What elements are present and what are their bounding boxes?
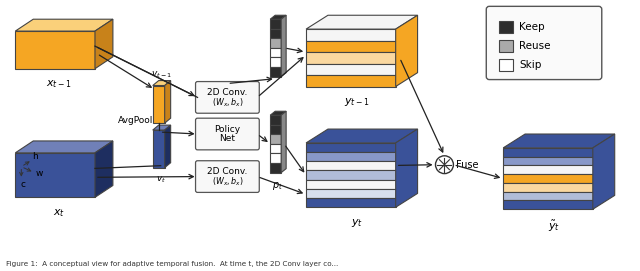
Polygon shape (95, 19, 113, 69)
Text: Reuse: Reuse (519, 41, 550, 51)
Bar (499, 59, 513, 71)
FancyBboxPatch shape (486, 6, 602, 80)
Polygon shape (306, 170, 396, 180)
Polygon shape (164, 80, 171, 123)
Polygon shape (15, 19, 113, 31)
Polygon shape (306, 52, 396, 63)
Polygon shape (270, 57, 281, 67)
Polygon shape (270, 48, 281, 57)
Polygon shape (270, 153, 281, 163)
Polygon shape (270, 15, 286, 19)
Circle shape (435, 156, 453, 174)
Text: $v_t$: $v_t$ (156, 175, 166, 185)
Text: $v_{t-1}$: $v_{t-1}$ (151, 69, 172, 80)
Polygon shape (281, 111, 286, 173)
Polygon shape (270, 163, 281, 173)
Polygon shape (306, 15, 417, 29)
Polygon shape (306, 161, 396, 170)
Bar (499, 40, 513, 52)
Text: Fuse: Fuse (456, 160, 479, 170)
Bar (499, 21, 513, 33)
Text: $(W_x, b_x)$: $(W_x, b_x)$ (212, 96, 243, 109)
Polygon shape (15, 141, 113, 153)
Polygon shape (153, 80, 171, 86)
Text: 2D Conv.: 2D Conv. (207, 88, 248, 97)
FancyBboxPatch shape (196, 118, 259, 150)
Polygon shape (164, 125, 171, 168)
Polygon shape (306, 180, 396, 189)
Text: Keep: Keep (519, 22, 545, 32)
FancyBboxPatch shape (196, 161, 259, 192)
Polygon shape (306, 129, 417, 143)
Text: $(W_x, b_x)$: $(W_x, b_x)$ (212, 175, 243, 188)
FancyBboxPatch shape (196, 82, 259, 113)
Text: Net: Net (220, 134, 236, 143)
Text: h: h (33, 152, 38, 161)
Polygon shape (270, 144, 281, 153)
Polygon shape (306, 143, 396, 152)
Polygon shape (306, 63, 396, 75)
Polygon shape (270, 38, 281, 48)
Polygon shape (270, 19, 281, 29)
Polygon shape (270, 125, 281, 134)
Text: $y_t$: $y_t$ (351, 217, 363, 229)
Polygon shape (503, 134, 614, 148)
Text: 2D Conv.: 2D Conv. (207, 167, 248, 176)
Polygon shape (153, 130, 164, 168)
Text: $p_t$: $p_t$ (272, 180, 284, 192)
Text: c: c (20, 180, 26, 189)
Polygon shape (306, 198, 396, 207)
Polygon shape (270, 29, 281, 38)
Polygon shape (270, 67, 281, 77)
Text: $\tilde{y}_t$: $\tilde{y}_t$ (548, 219, 560, 234)
Polygon shape (306, 189, 396, 198)
Text: Figure 1:  A conceptual view for adaptive temporal fusion.  At time t, the 2D Co: Figure 1: A conceptual view for adaptive… (6, 261, 339, 267)
Polygon shape (503, 148, 593, 157)
Polygon shape (503, 174, 593, 183)
Polygon shape (306, 75, 396, 86)
Text: w: w (36, 169, 43, 178)
Text: AvgPool: AvgPool (118, 116, 154, 125)
Polygon shape (153, 125, 171, 130)
Text: $x_{t-1}$: $x_{t-1}$ (46, 79, 72, 91)
Polygon shape (503, 192, 593, 201)
Polygon shape (306, 152, 396, 161)
Polygon shape (306, 29, 396, 41)
Text: $y_{t-1}$: $y_{t-1}$ (344, 96, 370, 108)
Polygon shape (281, 15, 286, 77)
Polygon shape (503, 183, 593, 192)
Polygon shape (503, 165, 593, 174)
Text: Skip: Skip (519, 60, 541, 70)
Polygon shape (270, 111, 286, 115)
Polygon shape (306, 41, 396, 52)
Polygon shape (593, 134, 614, 209)
Polygon shape (15, 153, 95, 197)
Polygon shape (95, 141, 113, 197)
Polygon shape (396, 129, 417, 207)
Polygon shape (503, 157, 593, 165)
Text: $x_t$: $x_t$ (53, 207, 65, 219)
Text: Policy: Policy (214, 125, 241, 134)
Polygon shape (15, 31, 95, 69)
Polygon shape (270, 115, 281, 125)
Polygon shape (503, 201, 593, 209)
Polygon shape (396, 15, 417, 86)
Polygon shape (153, 86, 164, 123)
Polygon shape (270, 134, 281, 144)
